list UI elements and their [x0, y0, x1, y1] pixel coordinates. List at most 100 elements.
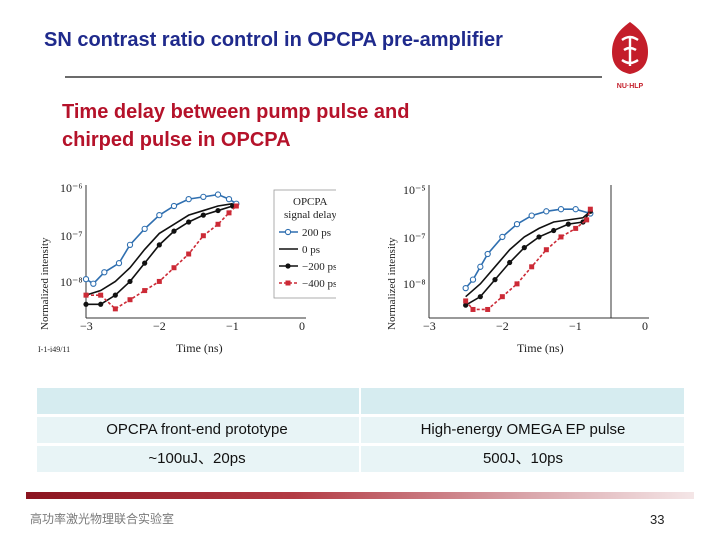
left-series-0-point-2 — [101, 269, 108, 276]
left-series-0-point-3 — [115, 259, 123, 267]
right-series-3-point-4 — [514, 281, 520, 287]
left-series-3-point-10 — [226, 210, 232, 216]
left-plot-legend: OPCPA signal delay 200 ps 0 ps −200 ps −… — [273, 189, 336, 299]
table-cell-frontend-energy: ~100uJ、20ps — [148, 450, 246, 467]
left-series-2-point-6 — [171, 228, 177, 234]
left-series-3-point-2 — [112, 306, 118, 312]
right-plot-ytick-2: 10⁻⁷ — [403, 231, 426, 245]
table-header-row — [37, 388, 684, 414]
right-series-3-point-9 — [584, 217, 590, 223]
legend-label-200ps: 200 ps — [302, 227, 331, 239]
slide-title: SN contrast ratio control in OPCPA pre-a… — [44, 29, 503, 51]
right-plot-xtick-2: −2 — [496, 319, 509, 333]
left-series-3-point-9 — [215, 221, 221, 227]
left-plot-series — [82, 191, 240, 312]
left-series-0-point-10 — [214, 191, 222, 198]
right-series-2-point-2 — [492, 277, 498, 283]
right-series-3-point-8 — [573, 225, 579, 231]
right-series-0-point-8 — [557, 206, 565, 213]
right-series-2-point-5 — [536, 234, 542, 240]
left-plot-xtick-2: −2 — [153, 319, 166, 333]
right-plot-ylabel: Normalized intensity — [386, 237, 398, 330]
left-series-0-point-4 — [126, 241, 134, 249]
left-series-0-point-11 — [225, 195, 233, 203]
footer-lab-name: 高功率激光物理联合实验室 — [30, 512, 175, 526]
subtitle-line-1: Time delay between pump pulse and — [62, 101, 410, 123]
left-series-0-point-8 — [185, 195, 192, 203]
right-series-3-point-10 — [587, 206, 593, 212]
table-header-cell — [362, 388, 684, 414]
right-plot-xlabel: Time (ns) — [517, 341, 564, 355]
left-series-2-point-2 — [112, 292, 118, 298]
left-series-0-point-0 — [82, 275, 90, 283]
right-series-3-point-7 — [558, 234, 564, 240]
left-plot-ytick-1: 10⁻⁶ — [60, 181, 83, 195]
right-series-3-point-0 — [463, 298, 469, 304]
institute-seal-icon: NU·HLP — [612, 22, 648, 90]
left-plot-xtick-4: 0 — [299, 319, 305, 333]
left-intensity-plot: Normalized intensity 10⁻⁶ 10⁻⁷ 10⁻⁸ −3 −… — [38, 181, 336, 355]
left-series-2-point-1 — [98, 301, 104, 307]
subtitle-line-2: chirped pulse in OPCPA — [62, 129, 291, 151]
left-series-2-point-7 — [186, 219, 192, 225]
table-cell-frontend: OPCPA front-end prototype — [106, 421, 288, 438]
right-series-0-point-2 — [477, 263, 484, 270]
slide-subtitle: Time delay between pump pulse and chirpe… — [62, 98, 410, 154]
page-number: 33 — [650, 512, 665, 527]
right-series-2-point-0 — [463, 302, 469, 308]
left-series-3-point-6 — [171, 265, 177, 271]
right-series-0-point-4 — [499, 233, 506, 241]
right-series-0-point-3 — [484, 250, 491, 258]
right-series-2-point-6 — [551, 227, 557, 234]
right-series-2-point-4 — [521, 245, 527, 251]
right-series-2-point-7 — [565, 221, 571, 227]
left-series-3-point-5 — [156, 278, 162, 284]
left-series-3-point-0 — [83, 292, 89, 298]
left-series-2-point-4 — [142, 260, 148, 266]
legend-marker-m200ps — [285, 263, 291, 269]
right-series-2-point-1 — [477, 294, 483, 300]
right-plot-xtick-4: 0 — [642, 319, 648, 333]
right-series-3-point-6 — [543, 247, 549, 253]
left-plot-ytick-2: 10⁻⁷ — [60, 229, 83, 243]
right-series-line-0 — [465, 208, 591, 289]
table-row: ~100uJ、20ps 500J、10ps — [37, 446, 684, 472]
footer-bar — [26, 492, 694, 499]
right-series-0-point-6 — [528, 212, 535, 219]
left-series-3-point-11 — [233, 203, 239, 209]
figure-id-label: I-1-i49/11 — [38, 345, 70, 354]
left-series-2-point-3 — [127, 278, 133, 285]
table-header-cell — [37, 388, 357, 414]
legend-marker-200ps — [284, 228, 292, 236]
left-series-3-point-1 — [98, 292, 104, 298]
left-series-0-point-1 — [90, 280, 97, 287]
legend-label-m200ps: −200 ps — [302, 261, 336, 273]
left-series-0-point-7 — [170, 202, 178, 210]
legend-label-m400ps: −400 ps — [302, 278, 336, 290]
left-series-2-point-0 — [83, 301, 89, 307]
right-plot-ytick-1: 10⁻⁵ — [403, 183, 426, 197]
left-series-3-point-4 — [142, 288, 148, 294]
right-series-3-point-5 — [529, 264, 535, 270]
left-plot-xtick-3: −1 — [226, 319, 239, 333]
left-series-3-point-3 — [127, 297, 133, 303]
left-series-2-point-9 — [215, 207, 221, 214]
left-series-2-point-8 — [200, 212, 206, 218]
right-series-line-2 — [465, 210, 591, 306]
left-plot-ytick-3: 10⁻⁸ — [60, 275, 83, 289]
left-plot-xtick-1: −3 — [80, 319, 93, 333]
left-plot-ylabel: Normalized intensity — [39, 237, 51, 330]
table-row: OPCPA front-end prototype High-energy OM… — [37, 417, 684, 443]
left-series-0-point-6 — [156, 211, 163, 219]
right-series-3-point-3 — [499, 294, 505, 300]
right-series-line-1 — [465, 210, 591, 298]
left-series-line-3 — [86, 205, 237, 310]
right-series-2-point-3 — [507, 259, 513, 266]
legend-title-1: OPCPA — [293, 196, 328, 208]
svg-text:NU·HLP: NU·HLP — [617, 83, 644, 90]
title-divider — [65, 76, 602, 78]
right-plot-xtick-3: −1 — [569, 319, 582, 333]
right-series-0-point-1 — [469, 276, 477, 283]
right-intensity-plot: Normalized intensity 10⁻⁵ 10⁻⁷ 10⁻⁸ −3 −… — [386, 183, 649, 355]
right-series-0-point-9 — [572, 206, 579, 213]
